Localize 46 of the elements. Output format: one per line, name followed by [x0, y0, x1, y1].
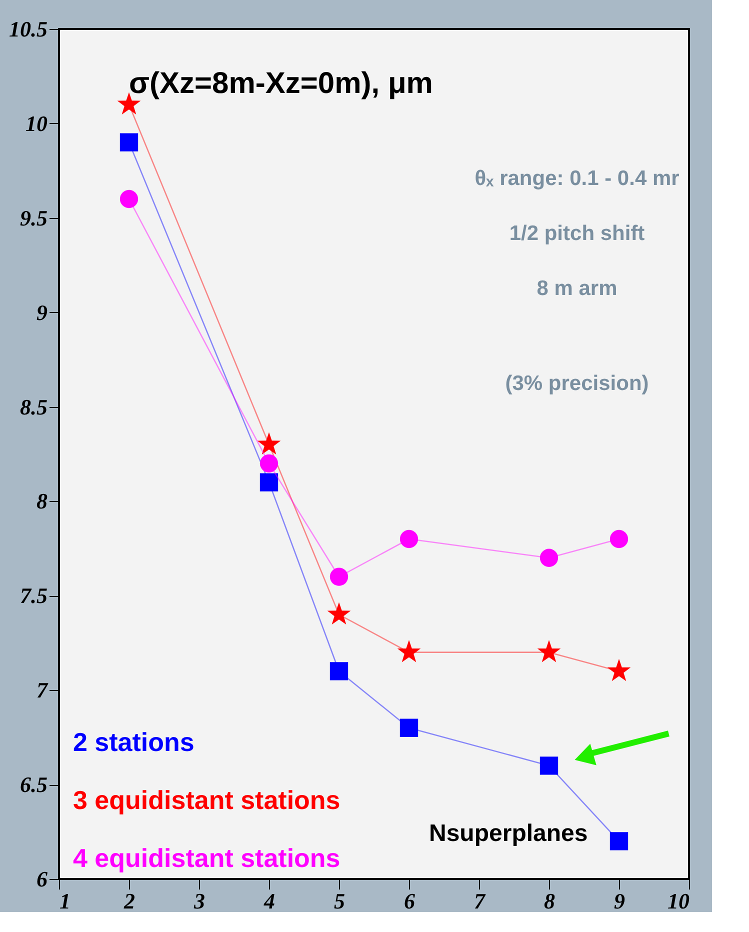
- x-tick-label: 2: [123, 888, 135, 914]
- x-tick-label: 1: [60, 888, 70, 914]
- text: σ(Xz=8m-Xz=0m), μm: [129, 67, 433, 100]
- point: [330, 662, 348, 680]
- text: 2 stations: [73, 727, 194, 757]
- text: 3 equidistant stations: [73, 785, 340, 815]
- y-tick-label: 6: [36, 866, 48, 892]
- annotation: θₓ range: 0.1 - 0.4 mr: [474, 167, 680, 190]
- y-tick-label: 9: [36, 300, 48, 325]
- point: [397, 640, 421, 662]
- y-tick-label: 10.5: [9, 16, 48, 42]
- point: [120, 190, 138, 208]
- point: [610, 832, 628, 850]
- x-tick-label: 5: [334, 888, 345, 914]
- x-tick-label: 4: [263, 888, 275, 914]
- point: [400, 718, 418, 737]
- point: [607, 658, 631, 682]
- y-tick-label: 9.5: [20, 205, 48, 230]
- x-tick-label: 6: [404, 888, 415, 914]
- point: [260, 473, 278, 492]
- point: [260, 454, 278, 473]
- annotation: (3% precision): [505, 372, 649, 395]
- point: [330, 568, 348, 586]
- x-tick-label: 7: [474, 888, 486, 914]
- y-tick-label: 7.5: [20, 583, 48, 608]
- x-tick-label: 8: [544, 888, 555, 914]
- annotation: 1/2 pitch shift: [509, 222, 645, 245]
- y-tick-label: 10: [26, 110, 48, 136]
- y-tick-label: 6.5: [20, 772, 48, 798]
- y-tick-label: 7: [36, 678, 48, 703]
- y-tick-label: 8: [36, 488, 48, 514]
- x-tick-label: 10: [668, 888, 690, 914]
- x-tick-label: 3: [193, 888, 205, 914]
- x-axis-title: Nsuperplanes: [429, 820, 588, 847]
- point: [120, 133, 138, 152]
- point: [400, 530, 418, 548]
- annotation: 8 m arm: [536, 277, 618, 300]
- x-tick-label: 9: [614, 888, 625, 914]
- point: [540, 548, 558, 567]
- point: [610, 530, 628, 548]
- point: [327, 602, 351, 624]
- text: 4 equidistant stations: [73, 843, 340, 873]
- y-tick-label: 8.5: [20, 394, 48, 420]
- point: [537, 640, 561, 662]
- point: [257, 432, 281, 454]
- point: [540, 756, 558, 775]
